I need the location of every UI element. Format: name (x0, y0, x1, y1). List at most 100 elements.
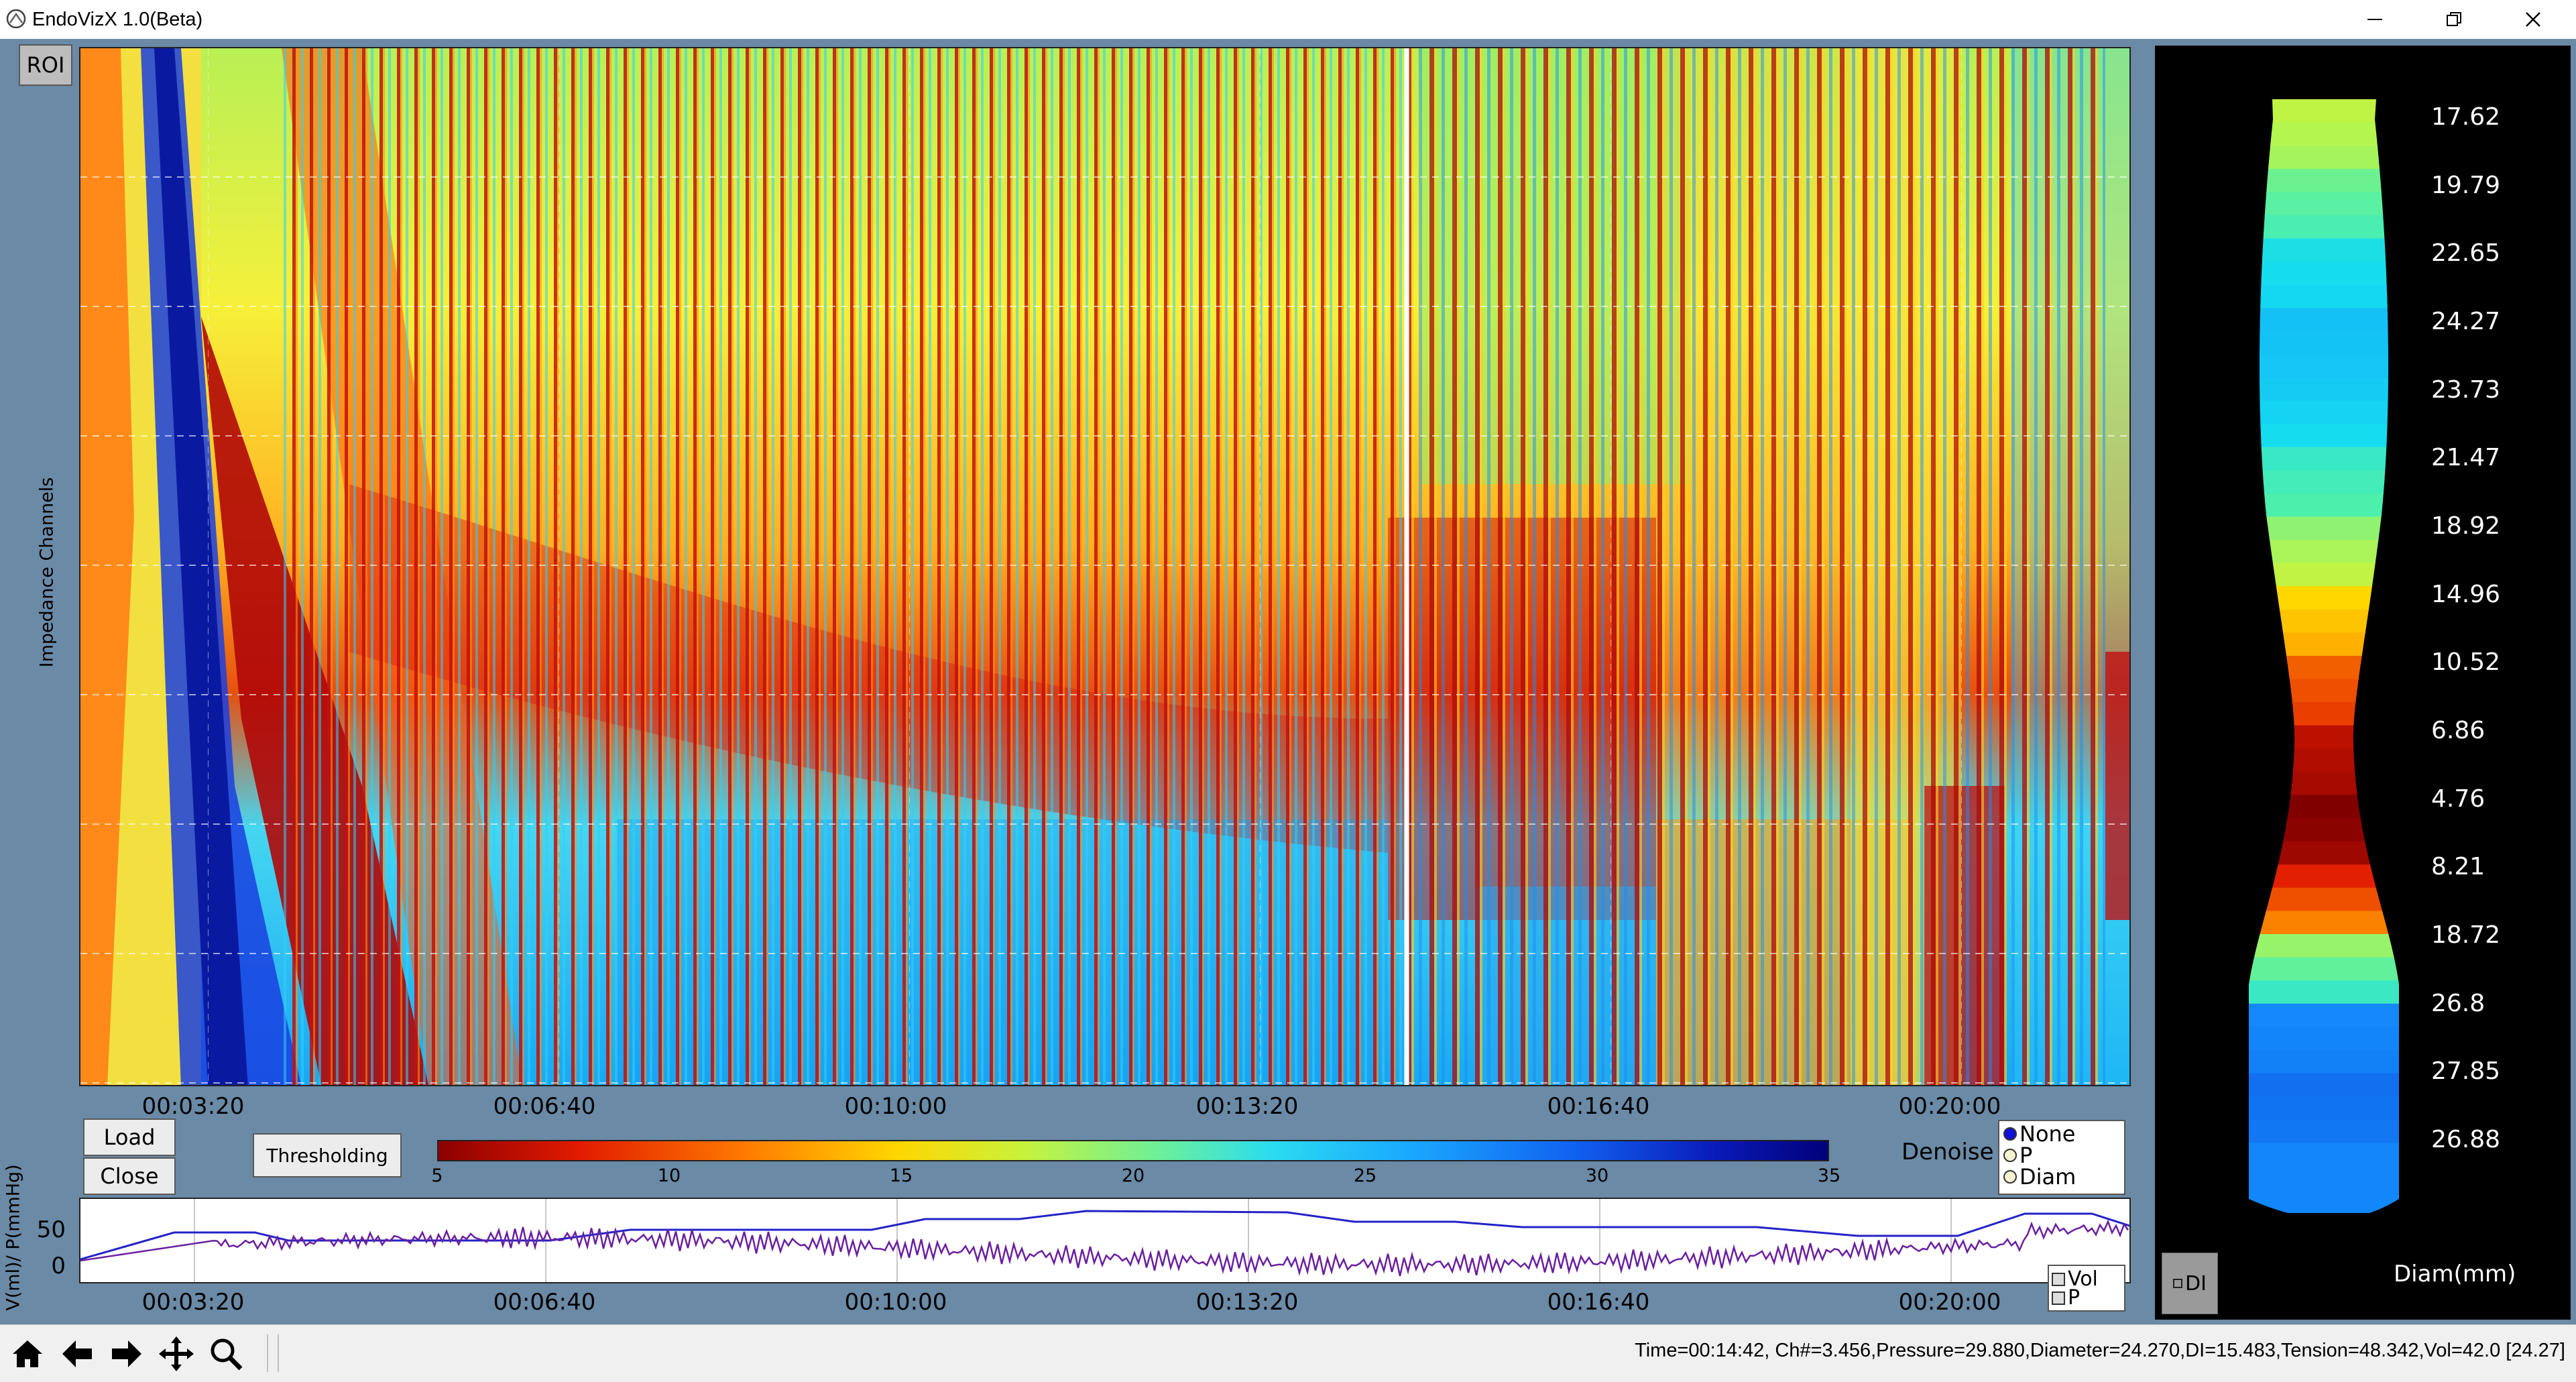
trace-time-tick: 00:10:00 (844, 1289, 947, 1316)
profile-segment (2249, 354, 2399, 378)
roi-button[interactable]: ROI (19, 44, 72, 86)
diameter-value-label: 23.73 (2431, 376, 2501, 404)
profile-segment (2249, 192, 2399, 216)
pressure-line (80, 1219, 2129, 1277)
denoise-option-p[interactable]: P (2003, 1143, 2033, 1168)
thresholding-button[interactable]: Thresholding (253, 1133, 402, 1177)
toolbar-separator (267, 1334, 268, 1372)
legend-vol[interactable]: Vol (2052, 1267, 2098, 1291)
profile-segment (2249, 795, 2399, 819)
denoise-option-diam[interactable]: Diam (2003, 1166, 2076, 1188)
cursor-status-readout: Time=00:14:42, Ch#=3.456,Pressure=29.880… (1635, 1340, 2565, 1361)
diameter-value-label: 8.21 (2431, 853, 2485, 881)
pan-button[interactable] (154, 1332, 198, 1376)
close-button[interactable]: Close (83, 1157, 176, 1195)
profile-segment (2249, 284, 2399, 309)
legend-vol-label: Vol (2068, 1267, 2098, 1291)
trace-legend[interactable]: Vol P (2048, 1265, 2125, 1312)
profile-segment (2249, 168, 2399, 193)
profile-segment (2249, 841, 2399, 866)
legend-checkbox-icon (2052, 1291, 2065, 1305)
profile-segment (2249, 702, 2399, 726)
volume-pressure-trace[interactable] (79, 1198, 2131, 1283)
profile-segment (2249, 1003, 2399, 1028)
diameter-value-label: 18.72 (2431, 921, 2501, 949)
profile-segment (2249, 1189, 2399, 1213)
profile-segment (2249, 146, 2399, 170)
denoise-option-none[interactable]: None (2003, 1121, 2076, 1147)
profile-segment (2249, 679, 2399, 703)
radio-icon (2003, 1149, 2017, 1162)
figure-canvas: ROI Impedance Channels 00:03:20 00:06:40 0… (0, 39, 2576, 1324)
profile-segment (2249, 586, 2399, 610)
close-window-button[interactable] (2496, 0, 2571, 39)
profile-segment (2249, 934, 2399, 958)
diameter-value-label: 19.79 (2431, 171, 2501, 199)
back-arrow-icon (62, 1340, 92, 1367)
profile-segment (2249, 447, 2399, 471)
profile-segment (2249, 1073, 2399, 1098)
profile-segment (2249, 748, 2399, 772)
colorbar-tick: 25 (1353, 1165, 1377, 1186)
legend-p[interactable]: P (2052, 1286, 2080, 1310)
profile-segment (2249, 331, 2399, 355)
minimize-icon (2367, 19, 2382, 20)
profile-segment (2249, 980, 2399, 1004)
minimize-button[interactable] (2337, 0, 2412, 39)
profile-segment (2249, 609, 2399, 634)
radio-icon (2003, 1127, 2017, 1141)
toolbar-separator (278, 1334, 279, 1372)
profile-segment (2249, 864, 2399, 888)
profile-segment (2249, 887, 2399, 912)
impedance-heatmap[interactable] (79, 47, 2131, 1086)
heatmap-ylabel: Impedance Channels (36, 477, 58, 668)
heatmap-time-tick: 00:20:00 (1898, 1093, 2001, 1120)
navigation-toolbar: Time=00:14:42, Ch#=3.456,Pressure=29.880… (0, 1324, 2576, 1382)
profile-segment (2249, 725, 2399, 750)
home-icon (13, 1340, 42, 1367)
heatmap-time-tick: 00:16:40 (1547, 1093, 1650, 1120)
heatmap-time-tick: 00:10:00 (844, 1093, 947, 1120)
window-title: EndoVizX 1.0(Beta) (32, 9, 203, 30)
colorbar-tick: 35 (1817, 1165, 1841, 1186)
profile-segment (2249, 771, 2399, 796)
profile-segment (2249, 424, 2399, 448)
diam-xlabel: Diam(mm) (2394, 1261, 2516, 1287)
restore-button[interactable] (2416, 0, 2492, 39)
diameter-value-label: 26.8 (2431, 989, 2485, 1017)
diameter-value-label: 21.47 (2431, 444, 2501, 472)
restore-icon (2447, 12, 2461, 26)
zoom-button[interactable] (204, 1332, 248, 1376)
profile-segment (2249, 378, 2399, 402)
denoise-option-label: P (2019, 1143, 2033, 1168)
diameter-value-label: 14.96 (2431, 580, 2501, 608)
di-checkbox-icon (2173, 1279, 2183, 1288)
denoise-option-label: None (2019, 1121, 2076, 1147)
heatmap-time-tick: 00:03:20 (141, 1093, 245, 1120)
di-label: DI (2185, 1271, 2207, 1295)
diameter-value-label: 24.27 (2431, 308, 2501, 336)
profile-segment (2249, 262, 2399, 286)
close-icon (2526, 12, 2540, 27)
radio-icon (2003, 1170, 2017, 1184)
diameter-value-label: 6.86 (2431, 717, 2485, 745)
forward-button[interactable] (105, 1332, 149, 1376)
profile-segment (2249, 818, 2399, 842)
app-logo-icon (6, 9, 26, 29)
denoise-radio-group[interactable]: None P Diam (1998, 1120, 2125, 1195)
heatmap-time-tick: 00:13:20 (1195, 1093, 1299, 1120)
trace-ytick: 50 (36, 1216, 66, 1243)
colorbar[interactable] (437, 1140, 1829, 1161)
volume-line (80, 1210, 2129, 1261)
home-button[interactable] (5, 1332, 50, 1376)
colorbar-tick: 20 (1121, 1165, 1145, 1186)
di-toggle-button[interactable]: DI (2162, 1253, 2218, 1314)
trace-time-tick: 00:06:40 (493, 1289, 596, 1316)
profile-segment (2249, 632, 2399, 656)
load-button[interactable]: Load (83, 1118, 176, 1156)
profile-segment (2249, 1165, 2399, 1190)
forward-arrow-icon (112, 1340, 141, 1367)
back-button[interactable] (55, 1332, 99, 1376)
profile-segment (2249, 656, 2399, 680)
profile-segment (2249, 516, 2399, 541)
